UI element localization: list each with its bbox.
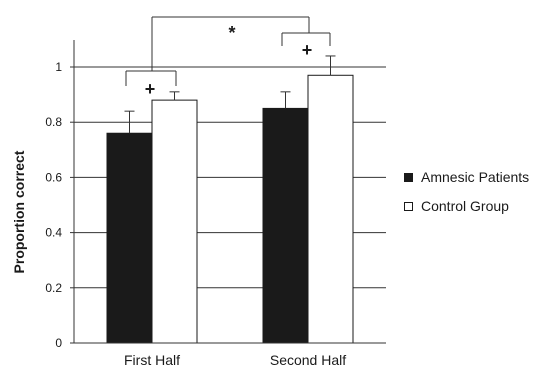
legend: Amnesic Patients Control Group — [404, 167, 529, 225]
legend-swatch-amnesic-patients — [404, 172, 413, 182]
bar-first-half-control-group — [151, 99, 198, 344]
x-category-labels: First Half Second Half — [124, 352, 346, 368]
x-category-label-first-half: First Half — [124, 352, 180, 368]
bar-second-half-amnesic-patients — [262, 107, 309, 344]
legend-label-amnesic-patients: Amnesic Patients — [421, 169, 530, 185]
y-tick-label-1: 1 — [55, 60, 62, 74]
y-tick-label-0.6: 0.6 — [45, 170, 62, 184]
legend-label-control-group: Control Group — [421, 198, 509, 214]
y-tick-label-0.4: 0.4 — [45, 226, 62, 240]
x-category-label-second-half: Second Half — [270, 352, 346, 368]
y-tick-label-0.8: 0.8 — [45, 115, 62, 129]
error-bars — [124, 55, 336, 134]
bar-second-half-control-group — [307, 74, 354, 344]
y-tick-label-0: 0 — [55, 336, 62, 350]
legend-swatch-control-group — [404, 201, 413, 211]
significance-brackets: + + * — [125, 16, 331, 99]
significance-plus-second-half: + — [302, 40, 313, 60]
y-tick-label-0.2: 0.2 — [45, 281, 62, 295]
significance-star-between-halves: * — [228, 23, 235, 43]
bar-first-half-amnesic-patients — [106, 132, 153, 344]
significance-plus-first-half: + — [145, 79, 156, 99]
axes — [70, 40, 386, 344]
y-axis-label: Proportion correct — [11, 150, 27, 273]
bars — [106, 74, 354, 344]
legend-item-control-group: Control Group — [404, 196, 529, 216]
y-tick-labels: 0 0.2 0.4 0.6 0.8 1 — [45, 60, 62, 350]
legend-item-amnesic-patients: Amnesic Patients — [404, 167, 529, 187]
